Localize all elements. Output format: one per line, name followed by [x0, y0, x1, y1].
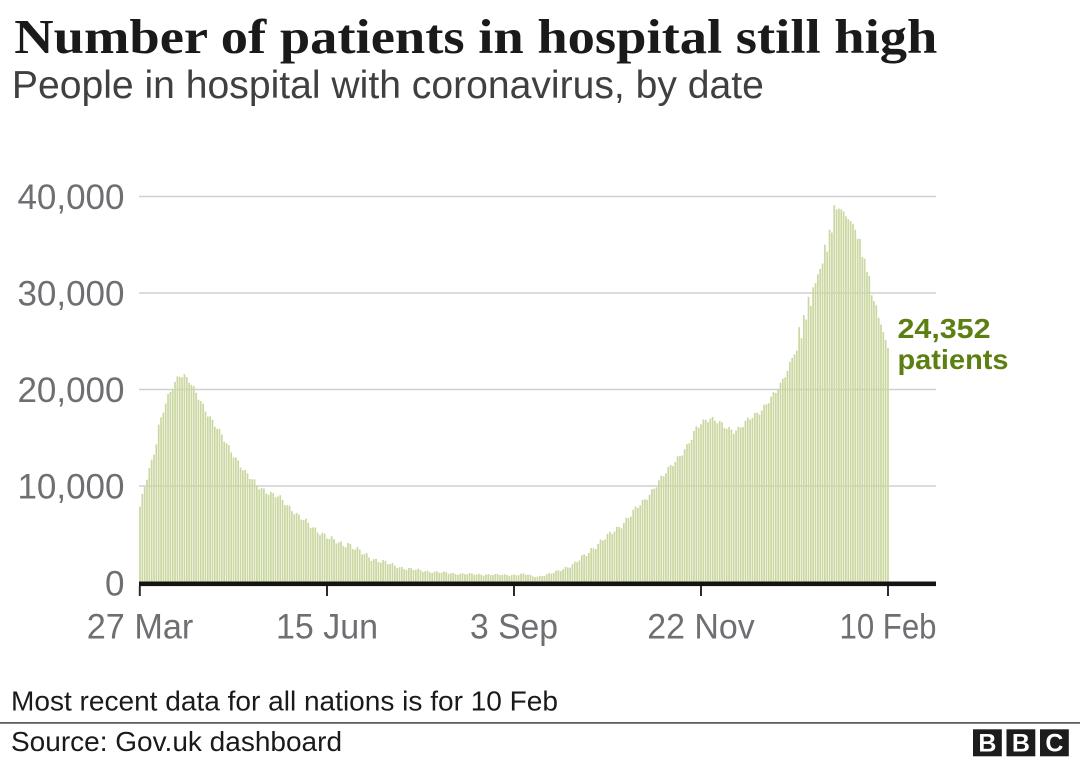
svg-text:10,000: 10,000 [17, 468, 124, 507]
svg-text:B: B [978, 730, 996, 758]
svg-text:Number of patients in hospital: Number of patients in hospital still hig… [14, 9, 937, 64]
svg-text:40,000: 40,000 [17, 178, 124, 217]
svg-text:0: 0 [105, 565, 124, 604]
svg-text:10 Feb: 10 Feb [840, 608, 937, 647]
svg-text:20,000: 20,000 [17, 371, 124, 410]
svg-text:27 Mar: 27 Mar [87, 608, 194, 647]
svg-text:24,352: 24,352 [898, 313, 991, 344]
svg-text:22 Nov: 22 Nov [647, 608, 755, 647]
svg-text:People in hospital with corona: People in hospital with coronavirus, by … [12, 64, 764, 107]
svg-text:B: B [1012, 730, 1030, 758]
svg-text:C: C [1045, 730, 1063, 758]
svg-text:patients: patients [898, 344, 1009, 375]
svg-text:Most recent data for all natio: Most recent data for all nations is for … [11, 686, 558, 717]
svg-text:3 Sep: 3 Sep [470, 608, 558, 647]
svg-text:Source: Gov.uk dashboard: Source: Gov.uk dashboard [11, 726, 342, 757]
svg-text:15 Jun: 15 Jun [276, 608, 378, 647]
svg-text:30,000: 30,000 [17, 275, 124, 314]
